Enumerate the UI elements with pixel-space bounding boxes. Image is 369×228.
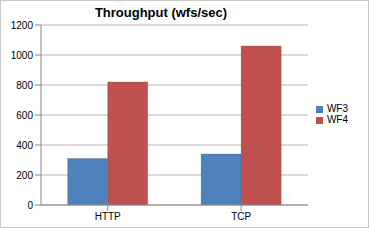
svg-text:1200: 1200 bbox=[11, 20, 34, 31]
svg-text:HTTP: HTTP bbox=[95, 211, 121, 222]
svg-text:TCP: TCP bbox=[231, 211, 251, 222]
svg-text:1000: 1000 bbox=[11, 50, 34, 61]
html-text:WF4: WF4 bbox=[326, 114, 348, 125]
html-text:WF3: WF3 bbox=[326, 103, 348, 114]
svg-text:400: 400 bbox=[16, 140, 33, 151]
html-text:Throughput (wfs/sec): Throughput (wfs/sec) bbox=[94, 5, 228, 20]
svg-text:800: 800 bbox=[16, 80, 33, 91]
svg-text:0: 0 bbox=[27, 200, 33, 211]
svg-text:600: 600 bbox=[16, 110, 33, 121]
svg-text:200: 200 bbox=[16, 170, 33, 181]
